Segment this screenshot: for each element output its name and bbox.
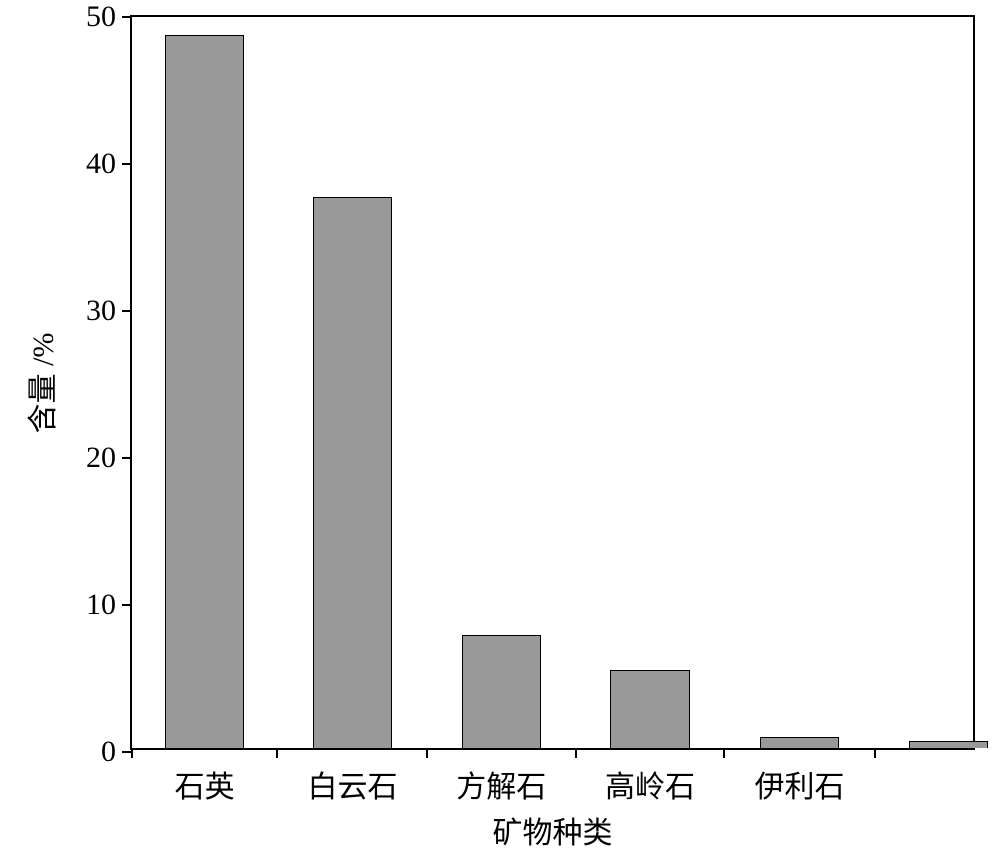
- x-tick-label: 白云石: [308, 748, 398, 806]
- x-tick-label: 高岭石: [605, 748, 695, 806]
- y-tick-label: 10: [86, 588, 132, 622]
- y-tick-label: 30: [86, 294, 132, 328]
- y-tick-label: 20: [86, 441, 132, 475]
- chart-container: 01020304050石英白云石方解石高岭石伊利石 含量 /% 矿物种类: [0, 0, 1000, 859]
- x-tick: [874, 748, 876, 758]
- x-tick: [426, 748, 428, 758]
- x-tick: [131, 748, 133, 758]
- y-tick-label: 50: [86, 0, 132, 34]
- bar: [909, 741, 988, 748]
- y-axis-label: 含量 /%: [18, 332, 62, 433]
- x-tick-label: 石英: [175, 748, 235, 806]
- x-tick-label: 伊利石: [755, 748, 845, 806]
- bar: [760, 737, 839, 748]
- x-tick: [276, 748, 278, 758]
- bar: [313, 197, 392, 748]
- bar: [610, 670, 689, 748]
- bar: [462, 635, 541, 748]
- x-tick: [575, 748, 577, 758]
- bar: [165, 35, 244, 748]
- x-tick-label: 方解石: [456, 748, 546, 806]
- plot-area: 01020304050石英白云石方解石高岭石伊利石: [130, 15, 975, 750]
- x-tick: [723, 748, 725, 758]
- x-axis-label: 矿物种类: [493, 808, 613, 852]
- y-tick-label: 0: [101, 735, 132, 769]
- y-tick-label: 40: [86, 147, 132, 181]
